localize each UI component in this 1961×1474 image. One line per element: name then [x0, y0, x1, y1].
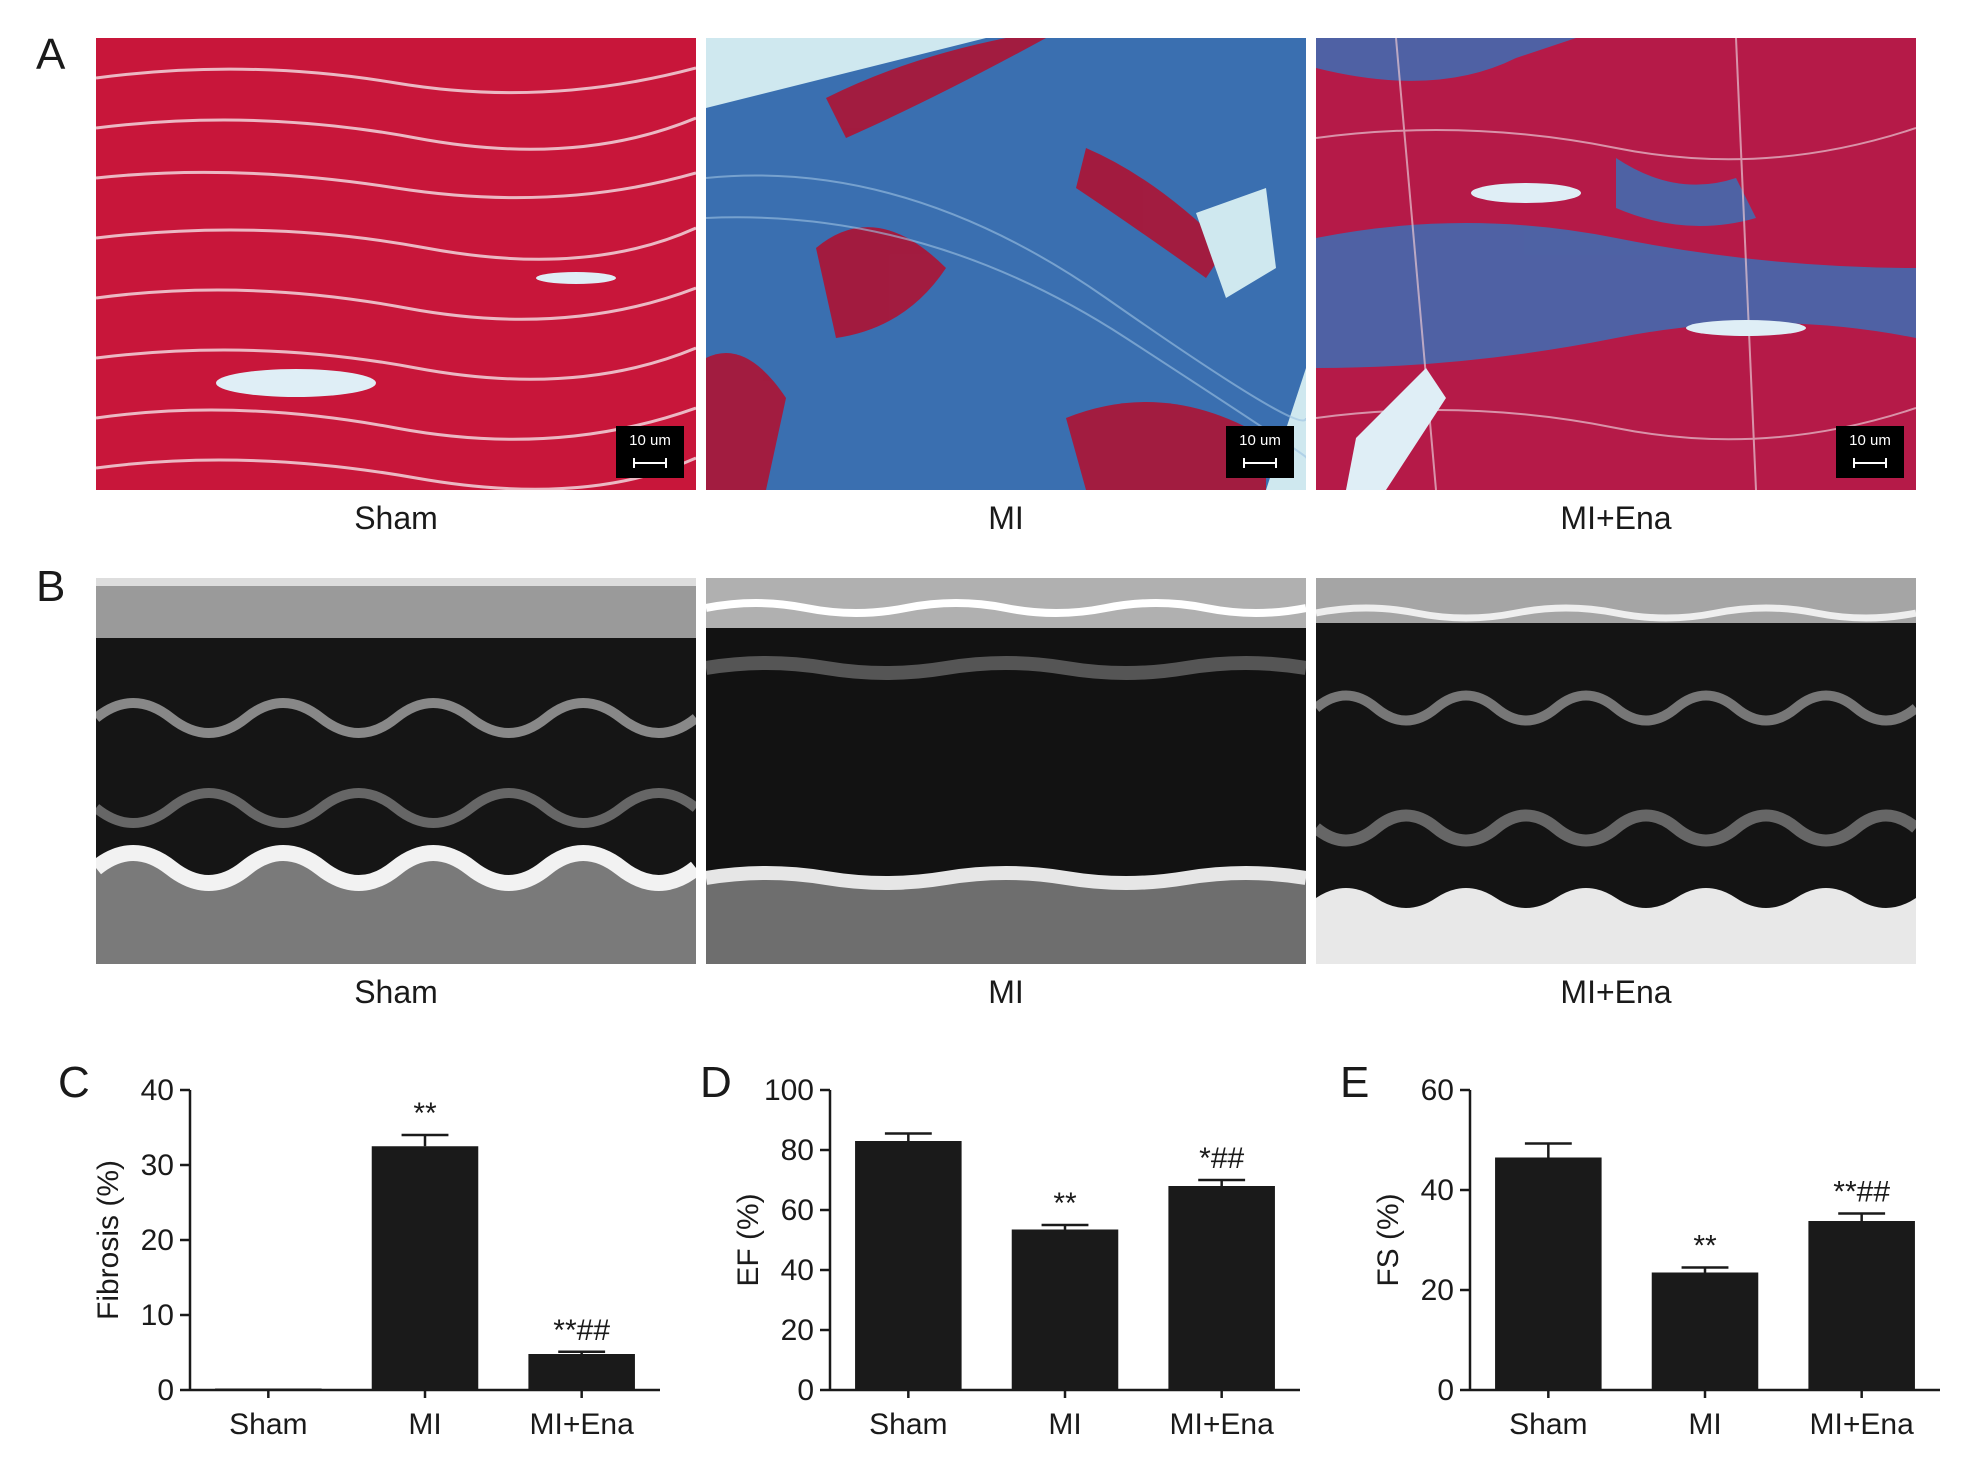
x-tick-label: Sham	[1509, 1408, 1587, 1441]
panel-letter-c: C	[58, 1058, 90, 1107]
histology-caption-mi: MI	[988, 500, 1024, 536]
x-tick-label: MI+Ena	[1170, 1408, 1275, 1441]
bar	[1808, 1221, 1915, 1390]
histology-mi-texture	[706, 38, 1306, 490]
echo-mi-texture	[706, 578, 1306, 964]
histology-sham-texture	[96, 38, 696, 490]
histology-mi-ena-texture	[1316, 38, 1916, 490]
echo-image-mi-ena	[1316, 578, 1916, 964]
scale-bar: 10 um	[1836, 426, 1904, 478]
significance-label: **	[1053, 1187, 1077, 1220]
scale-bar-label: 10 um	[629, 432, 671, 449]
y-tick-label: 20	[141, 1224, 174, 1257]
bar	[855, 1141, 962, 1390]
echo-sham-texture	[96, 578, 696, 964]
bar	[1011, 1229, 1119, 1390]
chart-fibrosis: 0 10 20 30 40 Fibrosis (%) Sham MI ** MI+Ena **##	[92, 1074, 660, 1441]
bar	[215, 1388, 322, 1390]
echo-caption-sham: Sham	[354, 974, 438, 1010]
chart-fs: 0 20 40 60 FS (%) Sham MI ** MI+Ena **##	[1372, 1074, 1940, 1441]
panel-letter-e: E	[1340, 1058, 1370, 1107]
y-tick-label: 0	[157, 1374, 174, 1407]
x-tick-label: MI	[1688, 1408, 1721, 1441]
y-tick-label: 60	[1421, 1074, 1454, 1107]
echo-image-sham	[96, 578, 696, 964]
echo-caption-mi-ena: MI+Ena	[1560, 974, 1672, 1010]
y-tick-label: 40	[1421, 1174, 1454, 1207]
scale-bar-label: 10 um	[1849, 432, 1891, 449]
echo-caption-mi: MI	[988, 974, 1024, 1010]
x-tick-label: MI+Ena	[530, 1408, 635, 1441]
y-tick-label: 0	[797, 1374, 814, 1407]
x-tick-label: Sham	[869, 1408, 947, 1441]
bar	[528, 1354, 635, 1390]
y-tick-label: 40	[141, 1074, 174, 1107]
significance-label: **##	[1833, 1176, 1890, 1209]
echo-image-mi	[706, 578, 1306, 964]
x-tick-label: MI	[1048, 1408, 1081, 1441]
y-axis-label: EF (%)	[732, 1193, 765, 1286]
histology-image-mi: 10 um	[706, 38, 1306, 490]
y-axis-label: FS (%)	[1372, 1193, 1405, 1286]
panel-letter-a: A	[36, 30, 66, 79]
y-tick-label: 100	[764, 1074, 814, 1107]
y-tick-label: 0	[1437, 1374, 1454, 1407]
x-tick-label: MI	[408, 1408, 441, 1441]
histology-caption-mi-ena: MI+Ena	[1560, 500, 1672, 536]
x-tick-label: Sham	[229, 1408, 307, 1441]
histology-image-mi-ena: 10 um	[1316, 38, 1916, 490]
significance-label: **##	[553, 1314, 610, 1347]
y-tick-label: 60	[781, 1194, 814, 1227]
scale-bar-label: 10 um	[1239, 432, 1281, 449]
scale-bar: 10 um	[1226, 426, 1294, 478]
histology-caption-sham: Sham	[354, 500, 438, 536]
x-tick-label: MI+Ena	[1810, 1408, 1915, 1441]
scale-bar: 10 um	[616, 426, 684, 478]
panel-letter-d: D	[700, 1058, 732, 1107]
y-tick-label: 40	[781, 1254, 814, 1287]
significance-label: *##	[1199, 1142, 1244, 1175]
y-axis-label: Fibrosis (%)	[92, 1160, 125, 1320]
y-tick-label: 30	[141, 1149, 174, 1182]
bar	[371, 1146, 479, 1390]
bar	[1651, 1272, 1759, 1390]
significance-label: **	[413, 1097, 437, 1130]
y-tick-label: 20	[781, 1314, 814, 1347]
echo-mi-ena-texture	[1316, 578, 1916, 964]
y-tick-label: 20	[1421, 1274, 1454, 1307]
panel-letter-b: B	[36, 562, 66, 611]
bar	[1168, 1186, 1275, 1390]
y-tick-label: 10	[141, 1299, 174, 1332]
bar	[1495, 1157, 1602, 1390]
chart-ef: 0 20 40 60 80 100 EF (%) Sham MI ** MI+Ena *##	[732, 1074, 1300, 1441]
significance-label: **	[1693, 1230, 1717, 1263]
histology-image-sham: 10 um	[96, 38, 696, 490]
y-tick-label: 80	[781, 1134, 814, 1167]
